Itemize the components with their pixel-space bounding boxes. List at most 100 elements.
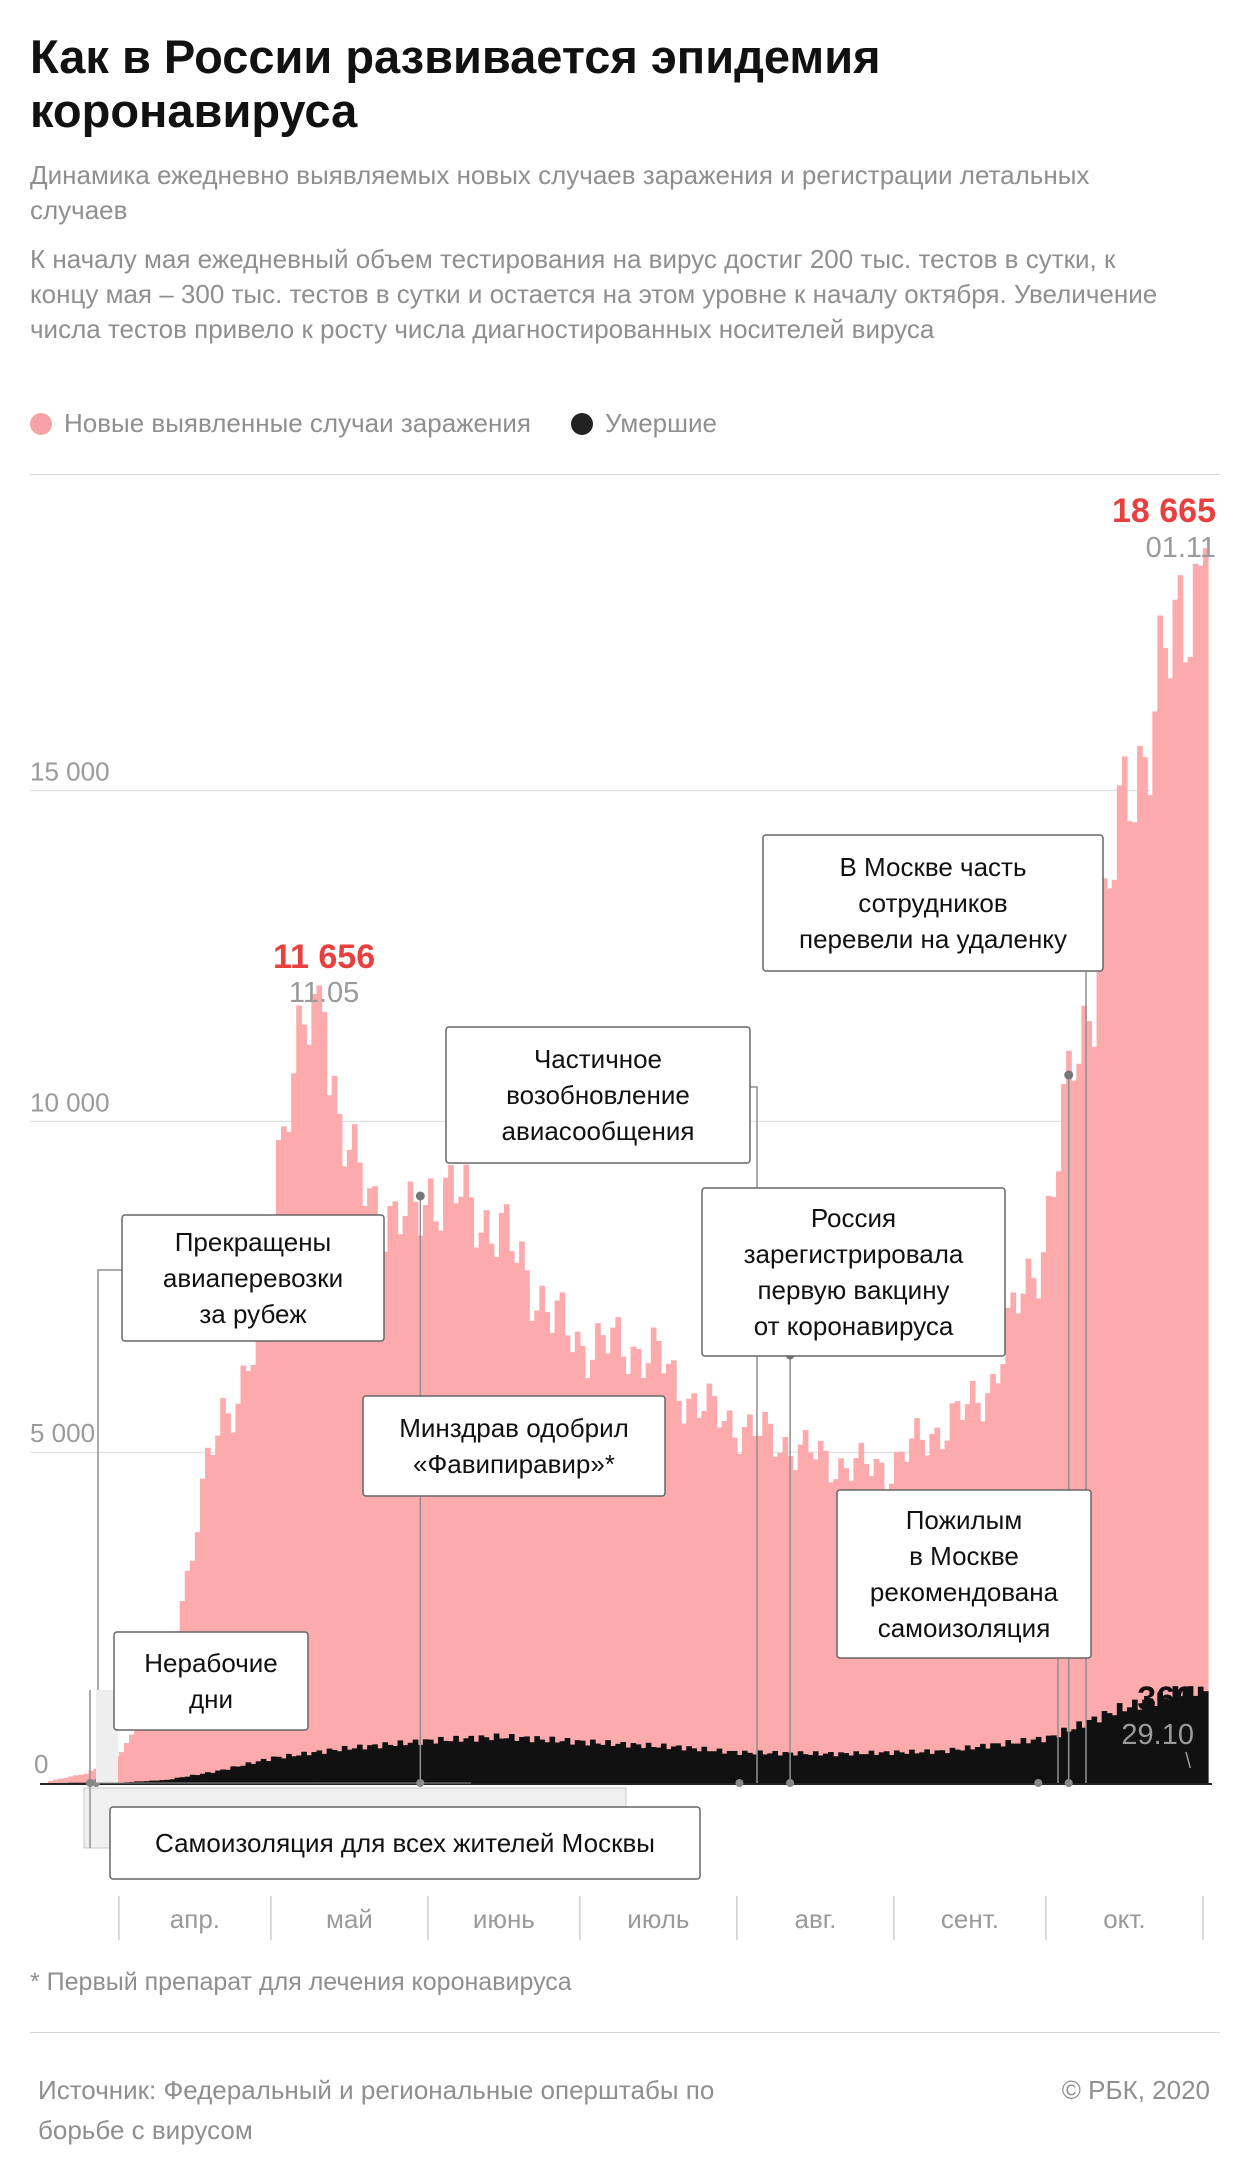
death-bar	[199, 1773, 206, 1783]
case-bar	[524, 1270, 530, 1783]
death-bar	[671, 1746, 677, 1783]
case-bar	[797, 1444, 804, 1783]
case-bar	[584, 1378, 591, 1783]
case-bar	[1137, 745, 1143, 1783]
death-bar	[255, 1761, 262, 1783]
case-bar	[1076, 1063, 1082, 1783]
death-bar	[544, 1742, 551, 1783]
case-bar	[1152, 711, 1158, 1783]
case-bar	[311, 994, 318, 1783]
case-bar	[529, 1321, 535, 1783]
death-bar	[620, 1741, 627, 1783]
death-bar	[721, 1753, 728, 1783]
death-bar	[1005, 1740, 1012, 1783]
death-bar	[260, 1758, 267, 1783]
death-bar	[747, 1752, 753, 1783]
death-bar	[270, 1756, 277, 1783]
case-bar	[757, 1435, 763, 1783]
death-bar	[681, 1750, 687, 1783]
case-bar	[225, 1413, 231, 1783]
death-bar	[463, 1738, 470, 1783]
annotation-text: Частичное	[534, 1044, 662, 1074]
annotation-text: за рубеж	[199, 1299, 307, 1329]
case-bar	[711, 1396, 718, 1783]
case-bar	[493, 1257, 500, 1783]
death-bar	[1162, 1698, 1169, 1783]
case-bar	[255, 1317, 262, 1783]
death-bar	[574, 1740, 581, 1783]
case-bar	[346, 1149, 353, 1783]
case-bar	[665, 1363, 672, 1783]
death-bar	[427, 1739, 434, 1783]
death-bar	[686, 1746, 692, 1783]
case-bar	[432, 1221, 439, 1783]
annotation-callout	[445, 1026, 758, 1787]
death-bar	[1142, 1699, 1148, 1783]
death-bar	[1091, 1716, 1098, 1783]
death-bar	[1116, 1703, 1123, 1783]
case-bar	[630, 1346, 637, 1783]
case-bar	[752, 1436, 758, 1783]
death-bar	[691, 1748, 697, 1783]
case-bar	[488, 1243, 495, 1783]
death-bar	[980, 1743, 986, 1783]
annotation-base-marker	[86, 1779, 94, 1787]
month-label: сент.	[941, 1904, 999, 1934]
death-bar	[483, 1737, 490, 1783]
death-bar	[1126, 1707, 1133, 1783]
annotation-text: от коронавируса	[754, 1311, 954, 1341]
death-bar	[635, 1744, 642, 1783]
case-bar	[701, 1410, 708, 1783]
annotation-text: Пожилым	[906, 1505, 1023, 1535]
case-bar	[88, 1770, 95, 1783]
case-bar	[139, 1722, 145, 1783]
death-bar	[605, 1740, 611, 1783]
death-bar	[336, 1751, 343, 1783]
case-bar	[1091, 1046, 1098, 1783]
case-bar	[1081, 1005, 1088, 1783]
death-bar	[397, 1740, 404, 1783]
case-bar	[473, 1247, 480, 1783]
death-bar	[286, 1753, 292, 1783]
death-bar	[802, 1754, 809, 1783]
death-bar	[904, 1753, 910, 1783]
death-bar	[488, 1740, 495, 1783]
death-bar	[351, 1748, 358, 1783]
case-bar	[215, 1435, 221, 1783]
annotation-text: дни	[189, 1684, 233, 1714]
death-bar	[539, 1739, 546, 1783]
case-bar	[1126, 821, 1133, 1783]
death-bar	[823, 1753, 829, 1783]
footnote: * Первый препарат для лечения коронавиру…	[30, 1968, 572, 1996]
death-bar	[853, 1751, 860, 1783]
death-bar	[549, 1736, 556, 1783]
death-bar	[412, 1739, 419, 1783]
case-bar	[78, 1774, 85, 1783]
death-bar	[564, 1738, 571, 1783]
month-label: июнь	[473, 1904, 535, 1934]
death-bar	[169, 1779, 176, 1783]
annotation-callout	[86, 1631, 309, 1787]
annotation-callout	[83, 1690, 701, 1880]
case-bar	[731, 1437, 738, 1783]
chart-subtitle: Динамика ежедневно выявляемых новых случ…	[30, 160, 1090, 225]
death-bar	[1152, 1705, 1158, 1783]
annotation-marker	[415, 1191, 425, 1201]
death-bar	[554, 1742, 561, 1783]
case-bar	[828, 1482, 834, 1783]
case-bar	[1056, 1171, 1062, 1783]
death-bar	[985, 1748, 991, 1783]
case-bar	[554, 1300, 561, 1783]
death-bar	[1045, 1735, 1052, 1783]
death-bar	[422, 1739, 429, 1783]
case-bar	[129, 1734, 135, 1783]
case-bar	[205, 1447, 211, 1783]
annotation-text: авиасообщения	[502, 1116, 695, 1146]
death-bar	[868, 1750, 875, 1783]
case-bar	[600, 1335, 606, 1783]
death-bar	[757, 1750, 763, 1783]
death-bar	[838, 1752, 844, 1783]
case-bar	[544, 1312, 551, 1783]
death-bar	[1076, 1721, 1082, 1783]
death-bar	[990, 1743, 996, 1783]
